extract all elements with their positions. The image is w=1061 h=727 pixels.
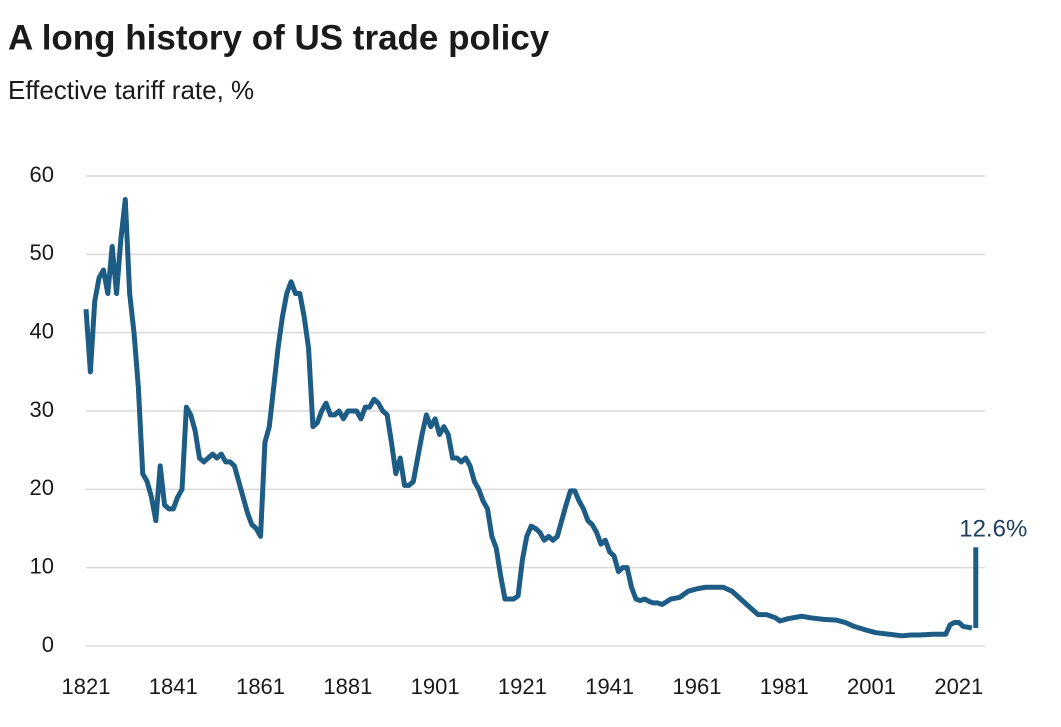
- x-tick-label: 2001: [847, 674, 896, 699]
- y-tick-label: 40: [30, 318, 54, 343]
- x-tick-label: 1861: [236, 674, 285, 699]
- y-tick-label: 60: [30, 162, 54, 187]
- x-tick-label: 1881: [323, 674, 372, 699]
- y-tick-label: 30: [30, 397, 54, 422]
- x-tick-label: 1921: [498, 674, 547, 699]
- y-tick-label: 50: [30, 240, 54, 265]
- y-tick-label: 20: [30, 475, 54, 500]
- chart-title: A long history of US trade policy: [8, 18, 550, 57]
- chart-subtitle: Effective tariff rate, %: [8, 75, 254, 105]
- y-tick-label: 10: [30, 553, 54, 578]
- highlight-label: 12.6%: [959, 515, 1027, 542]
- x-tick-label: 1821: [62, 674, 111, 699]
- x-tick-label: 1981: [760, 674, 809, 699]
- x-tick-label: 1961: [672, 674, 721, 699]
- data-line: [83, 197, 973, 639]
- y-tick-label: 0: [42, 632, 54, 657]
- x-tick-label: 1841: [149, 674, 198, 699]
- x-tick-label: 1901: [411, 674, 460, 699]
- x-tick-label: 2021: [934, 674, 983, 699]
- x-tick-label: 1941: [585, 674, 634, 699]
- highlight-bar: [973, 547, 979, 628]
